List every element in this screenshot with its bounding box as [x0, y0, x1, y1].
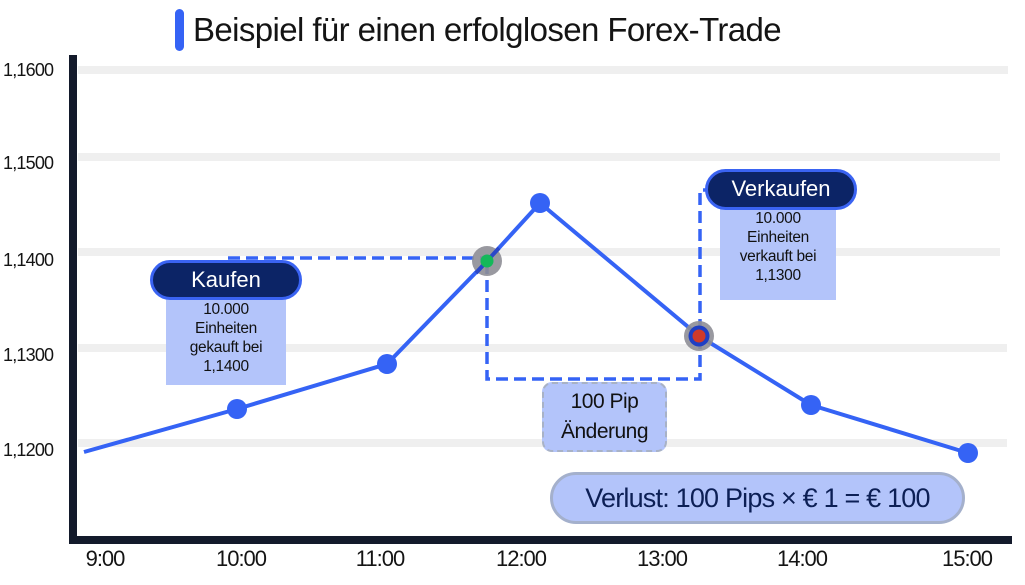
data-point-11-00: [377, 354, 397, 374]
sell-note-line: 1,1300: [755, 267, 801, 284]
x-tick-label: 12:00: [495, 546, 547, 571]
chart-title-group: Beispiel für einen erfolglosen Forex-Tra…: [175, 8, 782, 52]
y-tick-label: 1,1600: [3, 60, 54, 80]
dashed-guides: [228, 188, 708, 381]
sell-note-line: Einheiten: [747, 229, 809, 246]
x-tick-label: 9:00: [85, 546, 126, 571]
x-tick-label: 13:00: [636, 546, 688, 571]
x-tick-label: 10:00: [215, 546, 267, 571]
y-tick-label: 1,1500: [3, 153, 54, 173]
buy-note-line: 1,1400: [203, 358, 249, 375]
pip-change-dash: [485, 188, 708, 381]
buy-note: 10.000 Einheiten gekauft bei 1,1400: [166, 297, 286, 385]
loss-summary-badge: Verlust: 100 Pips × € 1 = € 100: [550, 472, 965, 524]
data-points: [227, 193, 978, 463]
gridline-1-1400: [78, 248, 1000, 256]
pip-change-line: 100 Pip: [570, 390, 639, 413]
chart-title: Beispiel für einen erfolglosen Forex-Tra…: [193, 11, 782, 48]
buy-note-line: 10.000: [203, 301, 249, 318]
buy-marker-dot: [480, 254, 494, 268]
x-tick-label: 11:00: [355, 546, 405, 571]
buy-label-pill: Kaufen: [150, 260, 302, 300]
y-tick-label: 1,1400: [3, 250, 54, 270]
data-point-15-00: [958, 443, 978, 463]
y-tick-label: 1,1300: [3, 345, 54, 365]
sell-label-pill: Verkaufen: [705, 169, 857, 210]
data-point-peak: [530, 193, 550, 213]
data-point-10-00: [227, 399, 247, 419]
sell-marker: [684, 321, 714, 351]
title-accent-bar: [175, 9, 184, 51]
gridline-1-1600: [78, 66, 1008, 74]
y-axis-line: [69, 55, 77, 544]
buy-note-line: Einheiten: [195, 320, 257, 337]
x-tick-label: 15:00: [941, 546, 993, 571]
sell-marker-dot: [692, 329, 706, 343]
buy-note-line: gekauft bei: [189, 339, 263, 356]
gridline-1-1500: [78, 153, 1000, 161]
sell-note-line: 10.000: [755, 210, 801, 227]
sell-note: 10.000 Einheiten verkauft bei 1,1300: [720, 206, 836, 300]
gridline-1-1300: [78, 344, 1007, 352]
buy-marker: [472, 246, 502, 276]
x-axis-line: [69, 536, 1012, 544]
pip-change-box: 100 Pip Änderung: [542, 382, 667, 452]
price-line: [83, 201, 969, 455]
data-point-14-00: [801, 395, 821, 415]
sell-note-line: verkauft bei: [739, 248, 817, 265]
x-tick-label: 14:00: [776, 546, 828, 571]
y-tick-label: 1,1200: [3, 440, 54, 460]
pip-change-line: Änderung: [560, 420, 649, 443]
